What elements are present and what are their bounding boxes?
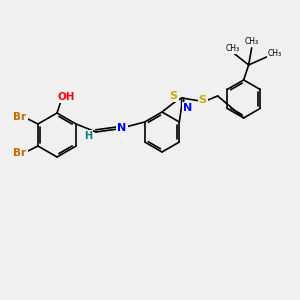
Text: CH₃: CH₃ [268, 50, 282, 58]
Text: N: N [183, 103, 192, 113]
Text: N: N [117, 123, 127, 133]
Text: Br: Br [14, 112, 26, 122]
Text: H: H [84, 131, 92, 141]
Text: CH₃: CH₃ [244, 38, 259, 46]
Text: S: S [170, 91, 178, 101]
Text: Br: Br [14, 148, 26, 158]
Text: S: S [199, 95, 207, 105]
Text: OH: OH [57, 92, 75, 102]
Text: CH₃: CH₃ [226, 44, 240, 53]
